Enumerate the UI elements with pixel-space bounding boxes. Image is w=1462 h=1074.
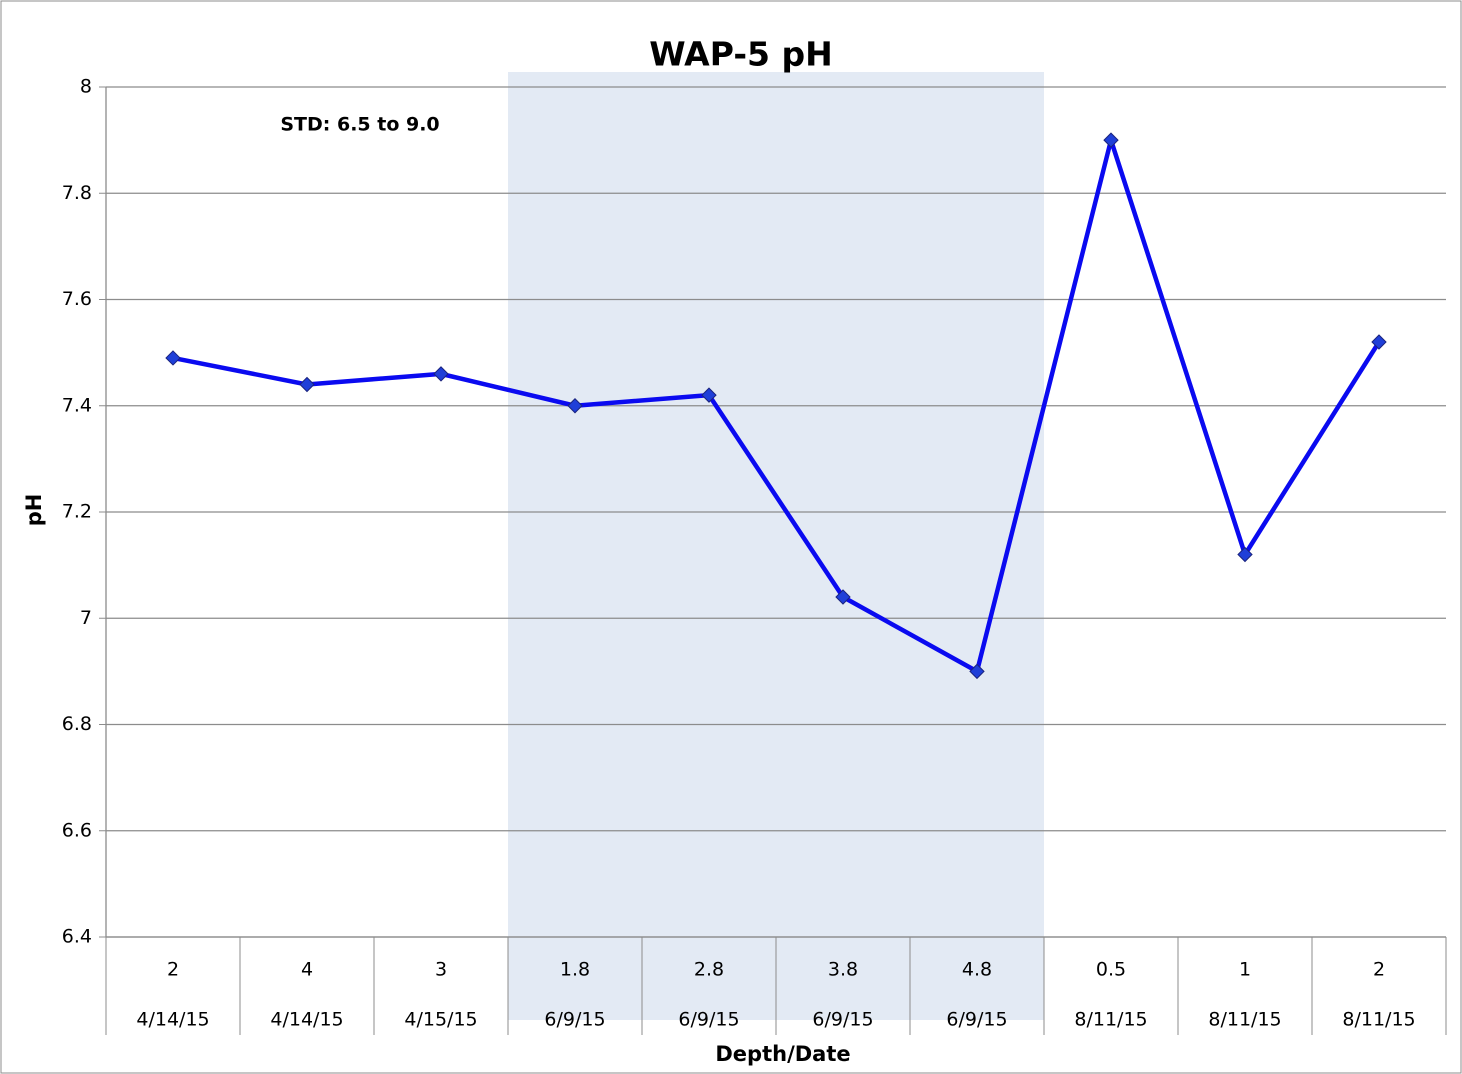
data-line: [172, 137, 1381, 674]
x-tick-label: 0.5: [1096, 959, 1126, 981]
shaded-region: [508, 72, 1044, 1020]
x-axis-title: Depth/Date: [715, 1042, 850, 1066]
data-point: [835, 589, 851, 605]
y-tick-label: 7.6: [62, 288, 92, 310]
x-tick-label: 2: [1373, 959, 1385, 981]
x-date-label: 8/11/15: [1208, 1009, 1281, 1031]
data-point: [567, 398, 583, 414]
x-tick-label: 2: [167, 959, 179, 981]
x-date-label: 4/14/15: [270, 1009, 343, 1031]
x-tick-label: 3.8: [828, 959, 858, 981]
x-tick-label: 3: [435, 959, 447, 981]
x-date-label: 8/11/15: [1074, 1009, 1147, 1031]
data-point: [1103, 132, 1119, 148]
x-date-label: 6/9/15: [678, 1009, 739, 1031]
data-point: [165, 350, 181, 366]
chart-title: WAP-5 pH: [649, 35, 832, 74]
x-date-label: 4/15/15: [404, 1009, 477, 1031]
y-tick-label: 6.8: [62, 713, 92, 735]
x-date-label: 6/9/15: [544, 1009, 605, 1031]
data-point: [1237, 546, 1253, 563]
x-date-label: 8/11/15: [1342, 1009, 1415, 1031]
y-tick-label: 6.6: [62, 819, 92, 841]
x-tick-label: 4.8: [962, 959, 992, 981]
y-tick-label: 6.4: [62, 926, 92, 948]
data-point: [1371, 334, 1387, 350]
data-point: [299, 376, 315, 393]
x-tick-label: 4: [301, 959, 313, 981]
data-point: [701, 387, 717, 403]
x-date-label: 6/9/15: [812, 1009, 873, 1031]
y-axis-title: pH: [22, 494, 46, 527]
x-date-label: 6/9/15: [946, 1009, 1007, 1031]
y-tick-label: 7.4: [62, 394, 92, 416]
x-tick-label: 1: [1239, 959, 1251, 981]
x-date-label: 4/14/15: [136, 1009, 209, 1031]
x-tick-label: 2.8: [694, 959, 724, 981]
y-tick-label: 7.2: [62, 501, 92, 523]
y-tick-label: 7: [80, 607, 92, 629]
data-point: [433, 366, 449, 382]
y-tick-label: 7.8: [62, 182, 92, 204]
annotation: STD: 6.5 to 9.0: [280, 114, 439, 136]
y-tick-label: 8: [80, 76, 92, 98]
data-point: [969, 663, 985, 680]
x-tick-label: 1.8: [560, 959, 590, 981]
